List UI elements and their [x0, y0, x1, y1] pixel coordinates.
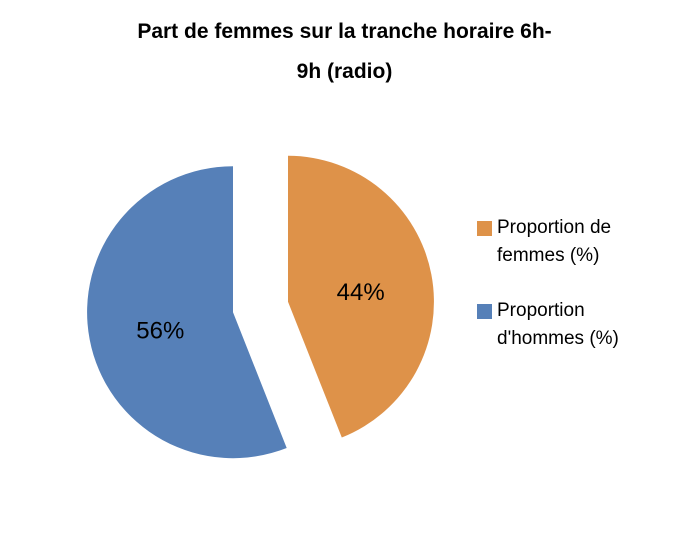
pie-slice-femmes	[288, 155, 434, 438]
chart-title: Part de femmes sur la tranche horaire 6h…	[0, 12, 689, 92]
legend-item-femmes: Proportion de femmes (%)	[477, 214, 632, 270]
data-label-hommes: 56%	[136, 317, 184, 344]
legend-item-hommes: Proportion d'hommes (%)	[477, 297, 632, 353]
chart-legend: Proportion de femmes (%) Proportion d'ho…	[477, 214, 632, 353]
chart-title-line-1: Part de femmes sur la tranche horaire 6h…	[137, 20, 552, 43]
legend-swatch-hommes	[477, 304, 492, 319]
data-label-femmes: 44%	[337, 279, 385, 306]
chart-title-line-2: 9h (radio)	[296, 60, 393, 83]
legend-label-hommes: Proportion d'hommes (%)	[497, 300, 619, 349]
pie-slice-hommes	[87, 166, 287, 459]
legend-swatch-femmes	[477, 221, 492, 236]
legend-label-femmes: Proportion de femmes (%)	[497, 217, 612, 266]
